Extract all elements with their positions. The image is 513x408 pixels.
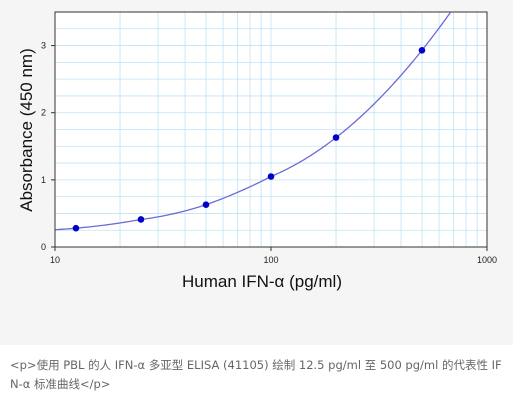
data-point	[418, 46, 426, 54]
caption-text: <p>使用 PBL 的人 IFN-α 多亚型 ELISA (41105) 绘制 …	[10, 358, 502, 391]
grid-lines	[55, 12, 487, 247]
y-tick-label: 2	[41, 108, 46, 118]
data-point	[72, 224, 80, 232]
fit-curve-layer	[54, 12, 451, 231]
chart-panel: 10 100 1000 0 1 2 3 Human IFN-α (pg/ml) Absorb…	[17, 11, 498, 291]
x-tick-label: 100	[263, 255, 278, 265]
axis-ticks	[51, 45, 488, 251]
x-tick-label: 1000	[477, 255, 497, 265]
axis-tick-labels: 10 100 1000 0 1 2 3	[41, 41, 497, 265]
data-points-layer	[72, 46, 426, 232]
data-point	[332, 134, 340, 141]
data-point	[137, 216, 145, 223]
standard-curve-chart: 10 100 1000 0 1 2 3 Human IFN-α (pg/ml) Absorb…	[17, 11, 497, 291]
x-axis-label: Human IFN-α (pg/ml)	[182, 272, 342, 291]
y-tick-label: 1	[41, 175, 46, 185]
data-point	[202, 201, 210, 208]
y-tick-label: 0	[41, 242, 46, 252]
data-point	[267, 173, 275, 180]
x-tick-label: 10	[50, 255, 60, 265]
y-tick-label: 3	[41, 41, 46, 51]
y-axis-label: Absorbance (450 nm)	[17, 48, 36, 211]
fit-curve	[54, 12, 451, 231]
